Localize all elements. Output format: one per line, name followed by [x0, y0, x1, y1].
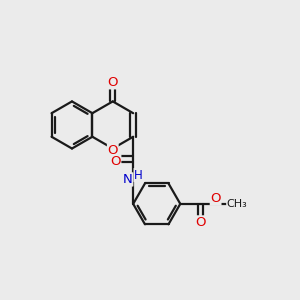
Text: CH₃: CH₃: [227, 199, 248, 209]
Text: O: O: [107, 76, 118, 89]
Text: O: O: [210, 192, 221, 205]
Text: O: O: [110, 155, 121, 168]
Text: N: N: [123, 173, 133, 186]
Text: H: H: [134, 169, 143, 182]
Text: O: O: [195, 216, 206, 229]
Text: O: O: [107, 144, 118, 157]
